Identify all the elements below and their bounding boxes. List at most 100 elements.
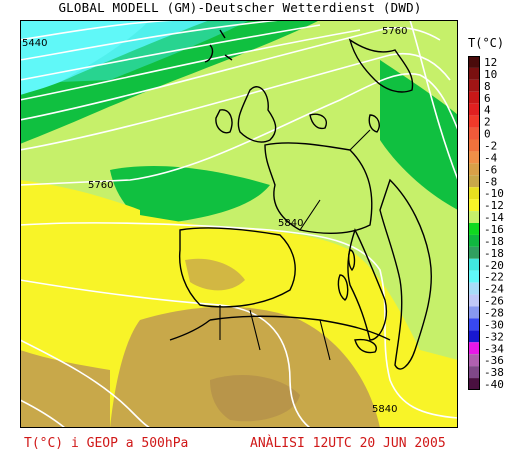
legend-swatch (468, 318, 480, 331)
coast-france (264, 142, 373, 234)
zone-olive-sw (20, 350, 110, 428)
zone-yellow-sw (20, 180, 140, 240)
legend-label: 2 (484, 116, 491, 129)
legend-swatch (468, 306, 480, 319)
legend-label: 6 (484, 92, 491, 105)
legend-label: -20 (484, 259, 504, 272)
isoline-east-a (409, 20, 458, 181)
isoline-label-5440: 5440 (22, 38, 47, 49)
legend-swatch (468, 330, 480, 343)
coast-ireland (215, 109, 233, 134)
legend-swatch (468, 282, 480, 295)
coast-netherlands (309, 113, 327, 130)
legend-title: T(°C) (468, 36, 505, 50)
legend-swatch (468, 187, 480, 200)
coast-denmark (368, 114, 380, 133)
isoline-label-5760-w: 5760 (88, 180, 113, 191)
isoline-label-5840-se: 5840 (372, 404, 397, 415)
legend-swatch (468, 151, 480, 164)
zone-green-east (380, 60, 458, 210)
legend-label: 12 (484, 56, 497, 69)
legend-swatch (468, 246, 480, 259)
legend-swatch (468, 258, 480, 271)
footer-variable-label: T(°C) i GEOP a 500hPa (24, 436, 189, 451)
legend-swatch (468, 79, 480, 92)
isoline-c (20, 29, 361, 101)
isoline-b (20, 24, 321, 81)
coast-italy (347, 228, 387, 341)
isoline-5840 (20, 222, 458, 419)
isoline-e (20, 53, 451, 151)
legend-swatch (468, 354, 480, 367)
legend-swatch (468, 294, 480, 307)
geopotential-isolines (20, 20, 458, 428)
legend-label: -40 (484, 378, 504, 390)
legend-label: -18 (484, 235, 504, 248)
footer-analysis-time: ANÀLISI 12UTC 20 JUN 2005 (250, 436, 446, 451)
temperature-legend: 121086420-2-4-6-8-10-12-14-16-18-18-20-2… (468, 56, 504, 390)
legend-label: -36 (484, 354, 504, 367)
legend-swatch (468, 378, 480, 390)
legend-swatch (468, 91, 480, 104)
isoline-south-a (20, 279, 311, 428)
legend-label: 0 (484, 128, 491, 141)
legend-label: -10 (484, 187, 504, 200)
legend-label: -2 (484, 139, 497, 152)
legend-label: -32 (484, 330, 504, 343)
legend-label: -26 (484, 295, 504, 308)
zone-green-mid (110, 165, 270, 225)
coast-northafrica (169, 315, 391, 341)
legend-label: -28 (484, 306, 504, 319)
chart-title: GLOBAL MODELL (GM)-Deutscher Wetterdiens… (58, 0, 422, 15)
isoline-label-5840-c: 5840 (278, 218, 303, 229)
border-lines (219, 129, 371, 361)
isoline-label-5760-ne: 5760 (382, 26, 407, 37)
legend-label: 10 (484, 68, 497, 81)
zone-lightgreen-nw (60, 20, 250, 82)
isoline-a (20, 20, 281, 61)
legend-swatch (468, 56, 480, 68)
legend-label: -24 (484, 283, 504, 296)
legend-label: -4 (484, 151, 498, 164)
isoline-d (20, 26, 441, 121)
coast-sicily (354, 338, 377, 354)
legend-label: -22 (484, 271, 504, 284)
coast-iberia (178, 227, 296, 308)
legend-swatch (468, 223, 480, 235)
isoline-south-c (20, 399, 66, 428)
legend-label: 8 (484, 80, 491, 93)
legend-label: -14 (484, 211, 504, 224)
coastlines (169, 29, 433, 370)
legend-swatch (468, 67, 480, 80)
legend-label: -38 (484, 366, 504, 379)
legend-label: -8 (484, 175, 497, 188)
legend-swatch (468, 270, 480, 283)
legend-label: -6 (484, 163, 497, 176)
coast-corsica (347, 249, 356, 272)
legend-swatch (468, 103, 480, 116)
legend-frame (468, 56, 480, 390)
isoline-south-b (20, 339, 151, 428)
legend-label: -30 (484, 318, 504, 331)
legend-label: -16 (484, 223, 504, 236)
coast-balkans (379, 178, 433, 370)
legend-swatch (468, 163, 480, 176)
legend-swatch (468, 342, 480, 355)
legend-swatch (468, 199, 480, 212)
legend-swatch (468, 127, 480, 140)
coast-scandinavia (348, 38, 414, 93)
legend-swatch (468, 366, 480, 379)
isoline-labels: 5440 5760 5760 5840 5840 (22, 26, 407, 415)
isoline-5440 (20, 20, 250, 41)
zone-dark-olive (210, 375, 300, 422)
coast-britain (237, 86, 277, 143)
legend-swatch (468, 115, 480, 128)
legend-label: -34 (484, 342, 504, 355)
coast-sardinia (337, 274, 349, 301)
zone-olive-spain (185, 258, 245, 291)
legend-swatch (468, 211, 480, 223)
legend-label: -18 (484, 247, 504, 260)
legend-swatch (468, 175, 480, 188)
legend-swatch (468, 139, 480, 152)
legend-swatch (468, 234, 480, 247)
